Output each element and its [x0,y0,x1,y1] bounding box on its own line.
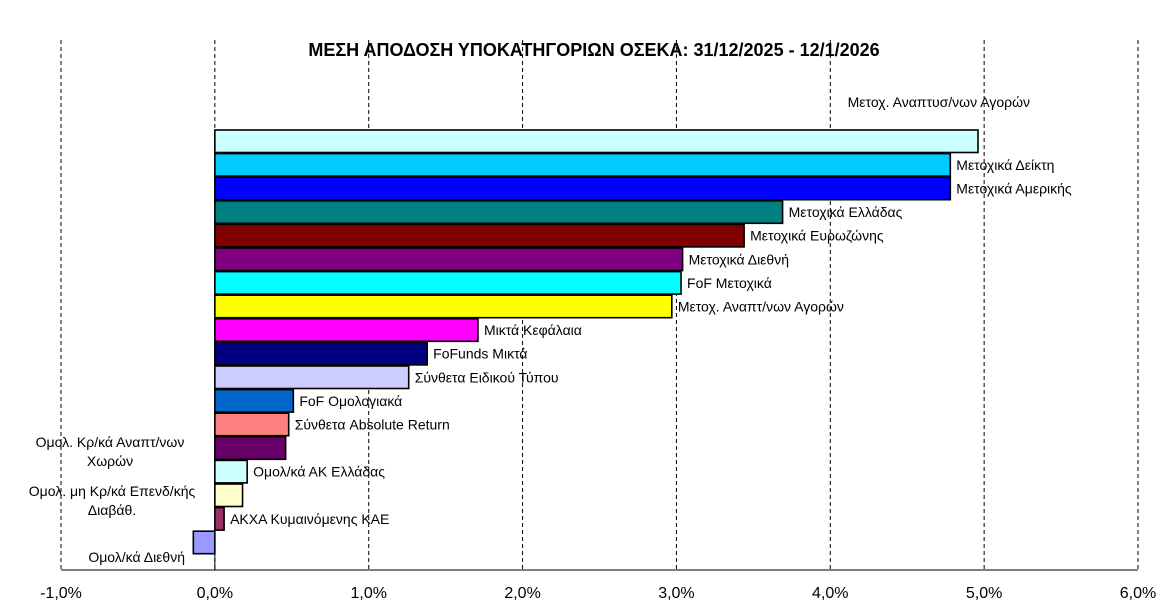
bar-label: Μετοχικά Δείκτη [956,157,1054,173]
bar [214,317,479,343]
bar [214,341,428,366]
x-tick-label: 5,0% [966,585,1002,602]
bar [214,176,952,201]
bar-label: Σύνθετα Ειδικού Τύπου [415,369,559,385]
bar [214,412,290,437]
bar-labels: Μετοχ. Αναπτυσ/νων Αγορών Μετοχικά Δείκτη… [29,94,1072,565]
x-tick-label: 4,0% [812,585,848,602]
bar [192,530,216,555]
bars [192,129,979,555]
bar [214,506,225,531]
bar [214,152,952,177]
bar [214,388,295,413]
x-axis-ticks: -1,0% 0,0% 1,0% 2,0% 3,0% 4,0% 5,0% 6,0% [40,585,1156,602]
x-tick-label: -1,0% [40,585,82,602]
bar [214,129,979,154]
bar-label: Ομολ/κά ΑΚ Ελλάδας [253,464,385,480]
bar [214,435,287,461]
bar-label: Ομολ. Κρ/κά Αναπτ/νων Χωρών [36,434,185,469]
bar-label: Μετοχικά Ευρωζώνης [750,228,884,244]
x-tick-label: 2,0% [504,585,540,602]
bar-label: Μετοχ. Αναπτ/νων Αγορών [678,298,844,314]
bar [214,223,745,248]
bar-label: FoFunds Μικτά [433,346,527,362]
bar [214,200,784,225]
bar [214,459,248,484]
chart-title: ΜΕΣΗ ΑΠΟΔΟΣΗ ΥΠΟΚΑΤΗΓΟΡΙΩΝ ΟΣΕΚΑ: 31/12/… [308,40,879,60]
bar [214,247,684,272]
bar-label: Μετοχικά Διεθνή [689,251,789,267]
bar-label: Μετοχικά Ελλάδας [789,204,903,220]
bar-label: Μετοχικά Αμερικής [956,180,1072,196]
bar-label: Ομολ. μη Κρ/κά Επενδ/κής Διαβάθ. [29,483,196,518]
x-tick-label: 3,0% [658,585,694,602]
bar-label: Μικτά Κεφάλαια [484,322,582,338]
x-tick-label: 1,0% [350,585,386,602]
x-tick-label: 6,0% [1120,585,1156,602]
bar [214,483,244,508]
bar-label: Ομολ/κά Διεθνή [88,549,185,565]
bar-label: ΑΚΧΑ Κυμαινόμενης ΚΑΕ [230,511,389,527]
bar-label: Μετοχ. Αναπτυσ/νων Αγορών [848,94,1030,110]
x-tick-label: 0,0% [197,585,233,602]
bar [214,294,673,319]
bar-label: FoF Μετοχικά [687,275,772,291]
bar-label: Σύνθετα Absolute Return [295,416,450,432]
bar [214,270,682,295]
bar [214,365,410,390]
bar-label: FoF Ομολογιακά [299,393,402,409]
